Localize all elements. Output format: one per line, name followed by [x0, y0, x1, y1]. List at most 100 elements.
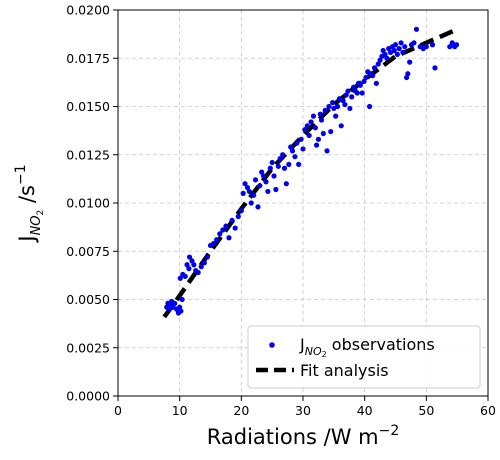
observation-point: [453, 42, 460, 48]
observation-point: [273, 186, 279, 193]
observation-point: [405, 71, 411, 77]
observation-point: [184, 262, 190, 268]
observation-point: [288, 144, 294, 150]
observation-point: [289, 148, 296, 154]
y-tick-label: 0.0100: [66, 196, 110, 211]
y-tick-label: 0.0175: [66, 51, 110, 66]
observation-point: [373, 80, 379, 86]
observation-point: [267, 165, 273, 171]
observation-point: [186, 266, 192, 272]
observation-point: [210, 240, 217, 247]
observation-point: [371, 65, 378, 71]
y-axis-title-subscript: NO: [29, 215, 44, 235]
observation-point: [191, 262, 197, 268]
observation-point: [423, 44, 429, 50]
observation-point: [235, 213, 241, 220]
observation-point: [357, 82, 363, 88]
x-tick-label: 0: [114, 403, 122, 418]
observation-point: [350, 84, 357, 90]
observation-point: [280, 152, 286, 158]
observation-point: [312, 125, 318, 131]
observation-point: [300, 146, 306, 152]
legend-marker-observations: [269, 342, 275, 348]
x-axis-title-superscript: −2: [379, 423, 400, 439]
observation-point: [242, 181, 248, 187]
observation-point: [292, 154, 298, 160]
observation-point: [182, 273, 188, 279]
legend-box: [247, 325, 481, 389]
x-axis-ticks: 0 10 20 30 40 50 60: [114, 396, 496, 418]
observation-point: [382, 51, 388, 57]
observation-point: [195, 269, 201, 276]
observation-point: [342, 101, 348, 108]
observation-point: [308, 119, 314, 125]
x-tick-label: 50: [418, 403, 434, 418]
observation-point: [283, 181, 289, 187]
observation-point: [255, 204, 261, 210]
observation-point: [338, 123, 344, 129]
observation-point: [313, 142, 320, 148]
y-axis-title-superscript: −1: [13, 164, 29, 185]
observation-point: [302, 127, 308, 133]
observation-point: [429, 42, 436, 48]
observation-point: [361, 78, 367, 85]
observation-point: [447, 44, 453, 50]
observation-point: [367, 103, 373, 110]
x-tick-label: 20: [233, 403, 249, 418]
observation-point: [354, 90, 360, 96]
observation-point: [294, 140, 300, 146]
observation-point: [251, 192, 257, 198]
scatter-points-layer: [164, 26, 460, 316]
observation-point: [392, 42, 399, 48]
observation-point: [326, 103, 332, 110]
observation-point: [340, 98, 346, 104]
observation-point: [298, 136, 304, 142]
observation-point: [359, 90, 365, 96]
observation-point: [201, 260, 207, 266]
observation-point: [320, 130, 326, 137]
legend-label-observations: JNO2 observations: [299, 335, 435, 359]
observation-point: [186, 254, 193, 260]
observation-point: [377, 57, 383, 63]
observation-point: [179, 296, 185, 303]
observation-point: [380, 47, 386, 54]
observation-point: [411, 40, 417, 46]
observation-point: [363, 74, 369, 81]
observation-point: [296, 161, 302, 167]
fit-line-layer: [162, 27, 459, 319]
y-tick-label: 0.0025: [66, 340, 110, 355]
observation-point: [402, 44, 408, 50]
observation-point: [277, 156, 283, 162]
observation-point: [178, 308, 184, 314]
y-axis-title-subsubscript: 2: [36, 210, 46, 216]
observation-point: [304, 123, 310, 129]
observation-point: [259, 169, 265, 175]
observation-point: [349, 94, 355, 100]
x-tick-label: 10: [172, 403, 188, 418]
observation-point: [232, 225, 238, 231]
observation-point: [229, 217, 235, 223]
observation-point: [263, 179, 269, 185]
y-tick-label: 0.0000: [66, 389, 110, 404]
observation-point: [286, 161, 292, 167]
observation-point: [238, 208, 244, 214]
legend-label-fit: Fit analysis: [300, 361, 389, 380]
observation-point: [343, 92, 349, 98]
observation-point: [248, 200, 254, 206]
legend: JNO2 observations Fit analysis: [247, 325, 481, 389]
observation-point: [394, 51, 400, 57]
observation-point: [244, 184, 251, 191]
observation-point: [384, 55, 390, 61]
observation-point: [223, 223, 229, 229]
observation-point: [271, 173, 277, 179]
observation-point: [265, 188, 271, 195]
observation-point: [318, 117, 325, 123]
observation-point: [370, 73, 376, 79]
observation-point: [204, 254, 211, 260]
y-tick-label: 0.0125: [66, 147, 110, 162]
y-axis-title: JNO2 /s−1: [13, 164, 46, 243]
observation-point: [306, 132, 312, 139]
x-axis-title: Radiations /W m−2: [207, 423, 400, 449]
observation-point: [252, 177, 259, 183]
